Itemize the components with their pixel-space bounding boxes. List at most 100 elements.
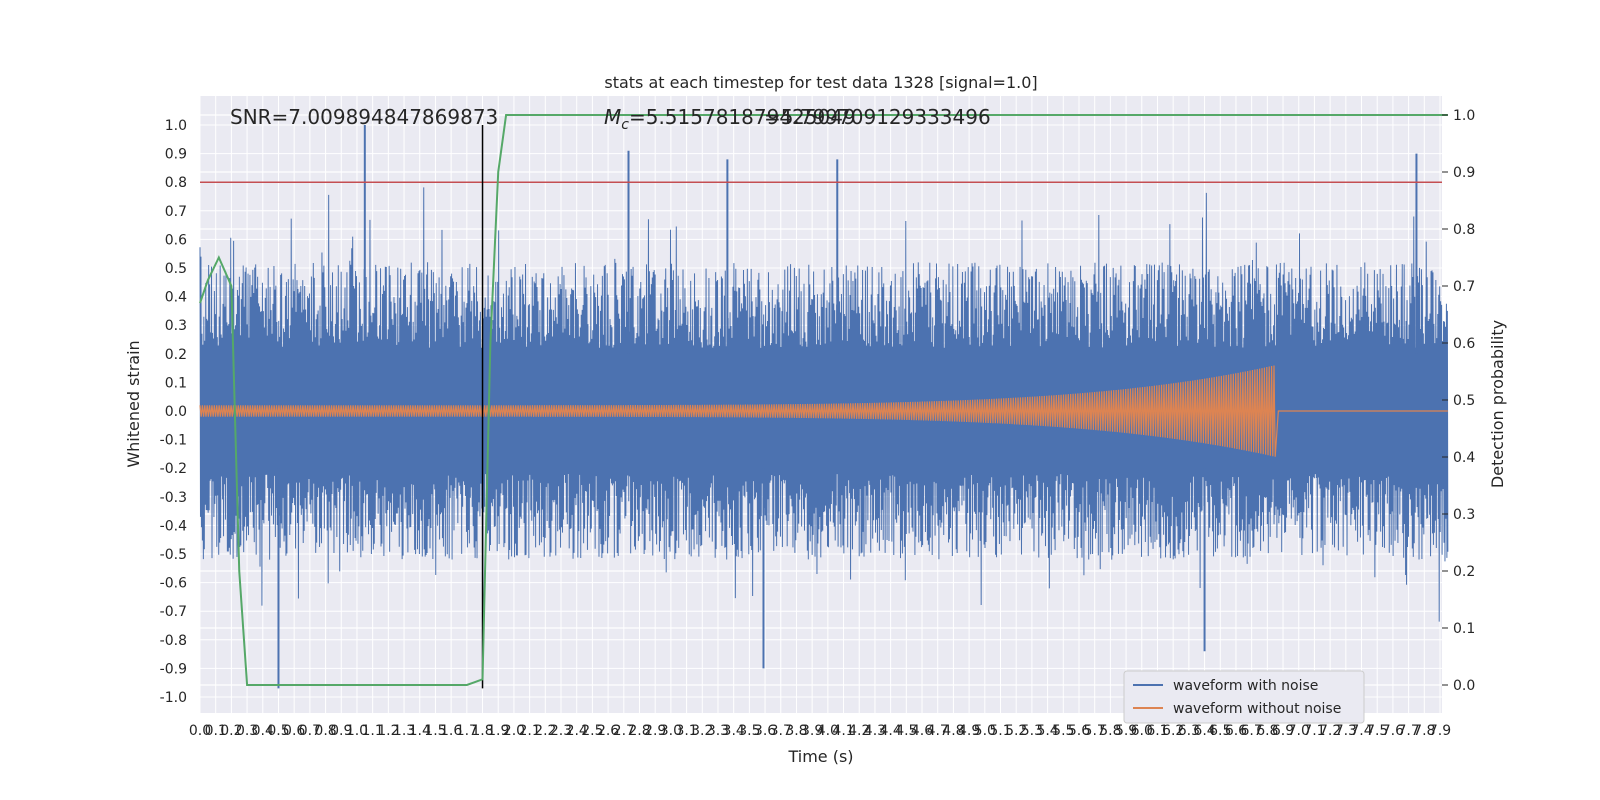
x-tick-label: 0.5 bbox=[267, 723, 289, 739]
x-tick-label: 3.8 bbox=[785, 723, 807, 739]
x-tick-label: 7.0 bbox=[1288, 723, 1310, 739]
y2-tick-label: 0.3 bbox=[1453, 507, 1475, 523]
y2-axis-label: Detection probability bbox=[1488, 320, 1507, 488]
x-tick-label: 3.7 bbox=[770, 723, 792, 739]
x-tick-label: 1.7 bbox=[456, 723, 478, 739]
x-tick-label: 3.2 bbox=[691, 723, 713, 739]
x-tick-label: 7.8 bbox=[1413, 723, 1435, 739]
x-tick-label: 0.9 bbox=[330, 723, 352, 739]
y-tick-label: 0.1 bbox=[165, 375, 187, 391]
series-waveform-without-noise bbox=[199, 365, 1448, 457]
x-tick-label: 6.9 bbox=[1272, 723, 1294, 739]
x-tick-label: 5.0 bbox=[974, 723, 996, 739]
legend-label-clean: waveform without noise bbox=[1173, 701, 1341, 717]
chart-title: stats at each timestep for test data 132… bbox=[604, 73, 1037, 92]
x-tick-label: 6.2 bbox=[1162, 723, 1184, 739]
detection-probability-line bbox=[199, 114, 1448, 686]
y-tick-label: 0.0 bbox=[165, 404, 187, 420]
x-tick-label: 4.1 bbox=[832, 723, 854, 739]
x-tick-label: 6.3 bbox=[1178, 723, 1200, 739]
x-tick-label: 2.8 bbox=[628, 723, 650, 739]
x-tick-label: 5.3 bbox=[1021, 723, 1043, 739]
x-tick-label: 1.1 bbox=[362, 723, 384, 739]
x-tick-label: 0.3 bbox=[236, 723, 258, 739]
y-tick-label: -1.0 bbox=[160, 690, 187, 706]
y-tick-label: 0.5 bbox=[165, 261, 187, 277]
x-tick-label: 5.1 bbox=[989, 723, 1011, 739]
y-tick-label: -0.5 bbox=[160, 547, 187, 563]
x-tick-label: 4.7 bbox=[927, 723, 949, 739]
x-tick-label: 0.6 bbox=[283, 723, 305, 739]
y2-tick-label: 0.1 bbox=[1453, 621, 1475, 637]
x-tick-label: 6.8 bbox=[1256, 723, 1278, 739]
x-tick-label: 5.4 bbox=[1036, 723, 1058, 739]
x-tick-label: 4.9 bbox=[958, 723, 980, 739]
legend-box bbox=[1123, 670, 1365, 724]
x-tick-label: 7.9 bbox=[1429, 723, 1451, 739]
x-tick-label: 7.2 bbox=[1319, 723, 1341, 739]
y2-tick-label: 0.5 bbox=[1453, 393, 1475, 409]
x-tick-label: 2.4 bbox=[566, 723, 588, 739]
x-tick-label: 4.6 bbox=[911, 723, 933, 739]
x-tick-labels: 0.00.10.20.30.40.50.60.70.80.91.01.11.21… bbox=[189, 723, 1451, 739]
y-tick-label: -0.6 bbox=[160, 576, 187, 592]
overlays bbox=[199, 114, 1448, 689]
chirp-mass-symbol: M bbox=[604, 105, 621, 129]
snr-annotation: SNR=7.009894847869873 bbox=[230, 105, 498, 129]
x-tick-label: 2.2 bbox=[534, 723, 556, 739]
x-tick-label: 0.1 bbox=[205, 723, 227, 739]
x-tick-label: 0.4 bbox=[252, 723, 274, 739]
x-tick-label: 3.1 bbox=[675, 723, 697, 739]
y-tick-label: 0.4 bbox=[165, 290, 187, 306]
x-tick-label: 1.6 bbox=[440, 723, 462, 739]
x-tick-label: 6.0 bbox=[1131, 723, 1153, 739]
x-tick-label: 0.7 bbox=[299, 723, 321, 739]
chirp-mass-value: =5.515781879425049 bbox=[629, 105, 856, 129]
x-tick-label: 4.8 bbox=[942, 723, 964, 739]
legend-label-noise: waveform with noise bbox=[1173, 678, 1318, 694]
y-tick-label: -0.4 bbox=[160, 518, 187, 534]
x-tick-label: 7.6 bbox=[1382, 723, 1404, 739]
y-axis-label: Whitened strain bbox=[124, 340, 143, 467]
x-tick-label: 7.5 bbox=[1366, 723, 1388, 739]
overlap-annotation: =5.799709129333496 bbox=[764, 105, 991, 129]
x-tick-label: 5.9 bbox=[1115, 723, 1137, 739]
x-tick-label: 1.2 bbox=[377, 723, 399, 739]
y2-tick-label: 0.9 bbox=[1453, 165, 1475, 181]
x-tick-label: 4.4 bbox=[880, 723, 902, 739]
x-tick-label: 7.4 bbox=[1350, 723, 1372, 739]
x-tick-label: 5.7 bbox=[1084, 723, 1106, 739]
x-tick-label: 3.4 bbox=[723, 723, 745, 739]
x-tick-label: 1.3 bbox=[393, 723, 415, 739]
y2-tick-labels: 0.0 0.1 0.2 0.3 0.4 0.5 0.6 0.7 0.8 0.9 1.0 bbox=[1442, 108, 1475, 694]
y-tick-label: 0.3 bbox=[165, 318, 187, 334]
x-tick-label: 6.6 bbox=[1225, 723, 1247, 739]
x-tick-label: 5.2 bbox=[1005, 723, 1027, 739]
x-tick-label: 0.2 bbox=[220, 723, 242, 739]
x-tick-label: 5.8 bbox=[1099, 723, 1121, 739]
x-tick-label: 1.9 bbox=[487, 723, 509, 739]
x-tick-label: 7.1 bbox=[1303, 723, 1325, 739]
y-tick-label: -0.2 bbox=[160, 461, 187, 477]
y2-tick-label: 0.7 bbox=[1453, 279, 1475, 295]
y2-tick-label: 0.2 bbox=[1453, 564, 1475, 580]
y-tick-label: 0.9 bbox=[165, 147, 187, 163]
y-tick-label: -0.8 bbox=[160, 633, 187, 649]
y2-tick-label: 1.0 bbox=[1453, 108, 1475, 124]
x-tick-label: 0.0 bbox=[189, 723, 211, 739]
x-tick-label: 1.4 bbox=[409, 723, 431, 739]
y-tick-label: -0.7 bbox=[160, 604, 187, 620]
x-tick-label: 6.4 bbox=[1193, 723, 1215, 739]
y-tick-label: -0.1 bbox=[160, 433, 187, 449]
x-tick-label: 2.3 bbox=[550, 723, 572, 739]
x-tick-label: 7.3 bbox=[1335, 723, 1357, 739]
x-tick-label: 2.0 bbox=[503, 723, 525, 739]
x-tick-label: 3.5 bbox=[738, 723, 760, 739]
y-tick-label: 0.6 bbox=[165, 232, 187, 248]
x-tick-label: 3.6 bbox=[754, 723, 776, 739]
x-tick-label: 0.8 bbox=[314, 723, 336, 739]
x-tick-label: 4.3 bbox=[864, 723, 886, 739]
x-tick-label: 2.9 bbox=[644, 723, 666, 739]
chirp-mass-annotation: Mc=5.515781879425049 bbox=[604, 105, 856, 133]
